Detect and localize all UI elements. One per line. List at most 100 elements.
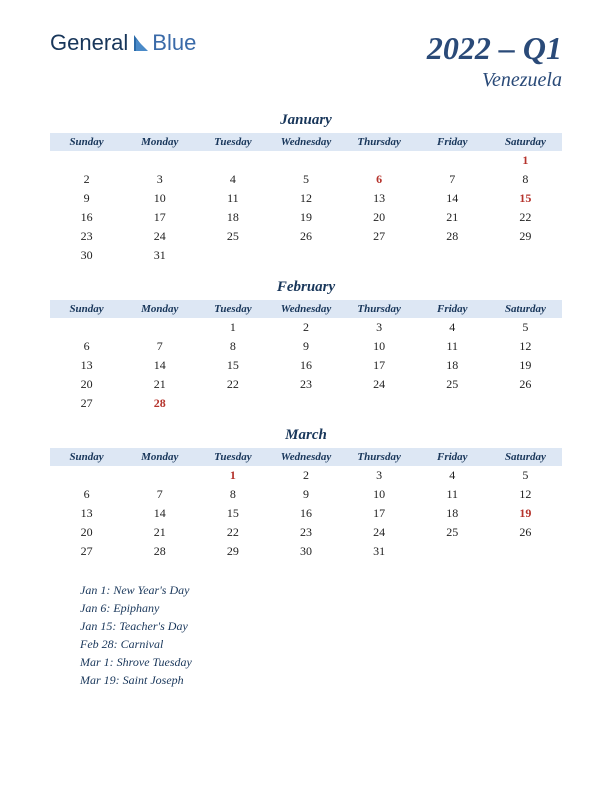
calendar-cell: 7 [416, 170, 489, 189]
calendar-cell: 20 [50, 375, 123, 394]
calendar-cell: 5 [489, 318, 562, 337]
calendar-cell: 14 [123, 504, 196, 523]
calendar-row: 9101112131415 [50, 189, 562, 208]
calendar-cell: 2 [50, 170, 123, 189]
calendar-cell [416, 394, 489, 413]
calendar-cell: 12 [489, 485, 562, 504]
calendar-cell: 11 [416, 485, 489, 504]
calendar-cell: 9 [269, 337, 342, 356]
calendar-cell: 31 [343, 542, 416, 561]
calendar-cell: 22 [196, 523, 269, 542]
calendar-cell: 30 [50, 246, 123, 265]
calendar-table: SundayMondayTuesdayWednesdayThursdayFrid… [50, 300, 562, 413]
weekday-header: Tuesday [196, 300, 269, 318]
calendar-cell: 2 [269, 466, 342, 485]
quarter-heading: 2022 – Q1 [427, 30, 562, 67]
page-header: General Blue 2022 – Q1 Venezuela [50, 30, 562, 92]
calendar-cell: 8 [196, 337, 269, 356]
holiday-entry: Jan 6: Epiphany [80, 599, 562, 617]
calendar-cell [123, 466, 196, 485]
calendar-cell: 16 [269, 504, 342, 523]
calendar-cell [123, 151, 196, 170]
logo-sail-icon [132, 33, 150, 53]
calendar-cell: 29 [489, 227, 562, 246]
calendar-cell [50, 466, 123, 485]
calendar-cell [416, 151, 489, 170]
calendar-cell: 6 [50, 337, 123, 356]
weekday-header: Monday [123, 133, 196, 151]
calendar-cell: 28 [123, 394, 196, 413]
calendar-cell: 9 [269, 485, 342, 504]
calendar-cell: 3 [343, 466, 416, 485]
holiday-entry: Mar 19: Saint Joseph [80, 671, 562, 689]
weekday-header: Wednesday [269, 133, 342, 151]
calendar-row: 6789101112 [50, 337, 562, 356]
weekday-header: Monday [123, 448, 196, 466]
calendar-cell: 20 [343, 208, 416, 227]
calendar-row: 12345 [50, 318, 562, 337]
calendar-cell: 21 [123, 523, 196, 542]
calendar-cell: 19 [269, 208, 342, 227]
holiday-entry: Feb 28: Carnival [80, 635, 562, 653]
weekday-header: Friday [416, 133, 489, 151]
calendar-row: 16171819202122 [50, 208, 562, 227]
calendar-cell: 11 [416, 337, 489, 356]
calendar-cell: 27 [343, 227, 416, 246]
calendar-cell: 31 [123, 246, 196, 265]
calendar-cell: 28 [123, 542, 196, 561]
calendar-cell: 12 [489, 337, 562, 356]
calendar-table: SundayMondayTuesdayWednesdayThursdayFrid… [50, 133, 562, 265]
calendar-cell: 17 [123, 208, 196, 227]
calendar-cell: 29 [196, 542, 269, 561]
holiday-entry: Jan 15: Teacher's Day [80, 617, 562, 635]
weekday-header: Friday [416, 300, 489, 318]
title-block: 2022 – Q1 Venezuela [427, 30, 562, 92]
calendar-cell [489, 542, 562, 561]
calendar-cell [50, 318, 123, 337]
calendar-cell: 21 [123, 375, 196, 394]
calendar-cell: 26 [489, 523, 562, 542]
calendar-cell [269, 246, 342, 265]
calendar-cell: 16 [269, 356, 342, 375]
calendar-cell: 25 [416, 375, 489, 394]
holiday-entry: Mar 1: Shrove Tuesday [80, 653, 562, 671]
holidays-list: Jan 1: New Year's DayJan 6: EpiphanyJan … [80, 581, 562, 689]
calendar-cell: 1 [196, 318, 269, 337]
month-block: FebruarySundayMondayTuesdayWednesdayThur… [50, 279, 562, 413]
calendar-cell: 8 [196, 485, 269, 504]
month-block: MarchSundayMondayTuesdayWednesdayThursda… [50, 427, 562, 561]
calendar-cell: 18 [416, 504, 489, 523]
calendar-cell: 30 [269, 542, 342, 561]
month-name: March [50, 427, 562, 444]
calendar-cell: 15 [489, 189, 562, 208]
calendar-cell: 17 [343, 504, 416, 523]
calendar-cell: 18 [196, 208, 269, 227]
calendar-cell: 10 [343, 337, 416, 356]
calendar-row: 2728 [50, 394, 562, 413]
calendar-cell: 1 [196, 466, 269, 485]
calendar-cell: 13 [50, 504, 123, 523]
calendar-cell: 27 [50, 542, 123, 561]
weekday-header: Wednesday [269, 448, 342, 466]
calendar-cell: 1 [489, 151, 562, 170]
weekday-header: Friday [416, 448, 489, 466]
calendar-cell: 5 [489, 466, 562, 485]
calendar-cell: 24 [123, 227, 196, 246]
calendar-cell: 24 [343, 523, 416, 542]
calendar-cell: 26 [489, 375, 562, 394]
calendar-cell: 23 [269, 523, 342, 542]
calendar-cell: 25 [196, 227, 269, 246]
calendar-row: 23242526272829 [50, 227, 562, 246]
calendar-cell: 6 [343, 170, 416, 189]
calendar-cell [269, 151, 342, 170]
weekday-header: Sunday [50, 133, 123, 151]
calendar-cell [50, 151, 123, 170]
calendar-cell: 11 [196, 189, 269, 208]
calendar-cell: 23 [50, 227, 123, 246]
month-block: JanuarySundayMondayTuesdayWednesdayThurs… [50, 112, 562, 265]
calendar-cell: 13 [343, 189, 416, 208]
calendar-cell [489, 246, 562, 265]
calendar-row: 6789101112 [50, 485, 562, 504]
calendar-cell: 7 [123, 485, 196, 504]
weekday-header: Thursday [343, 300, 416, 318]
